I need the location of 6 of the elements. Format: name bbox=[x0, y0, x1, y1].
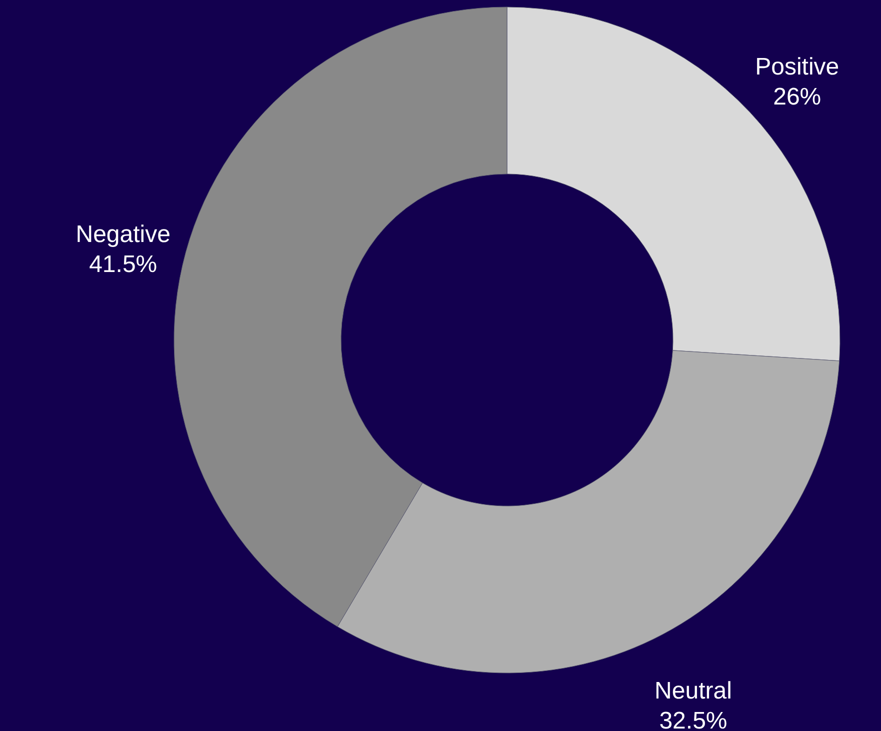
slice-label: Neutral bbox=[654, 678, 732, 705]
data-label: 41.5% bbox=[89, 250, 158, 278]
slice-label: Positive bbox=[755, 54, 840, 81]
data-label: 32.5% bbox=[659, 708, 728, 731]
slice-label: Negative bbox=[76, 220, 170, 248]
data-label: 26% bbox=[773, 84, 822, 111]
